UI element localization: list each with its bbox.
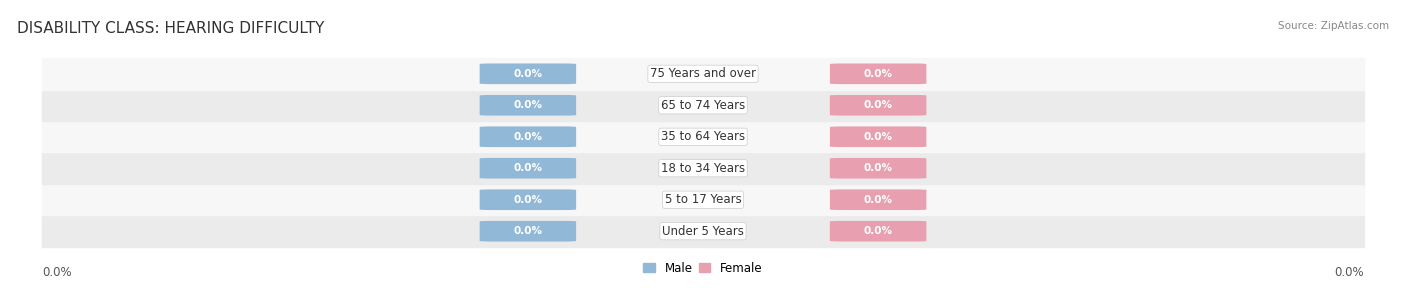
Text: 0.0%: 0.0% bbox=[1334, 266, 1364, 279]
Bar bbox=[42, 121, 1364, 152]
Text: 35 to 64 Years: 35 to 64 Years bbox=[661, 130, 745, 143]
Text: 0.0%: 0.0% bbox=[863, 226, 893, 236]
Text: 18 to 34 Years: 18 to 34 Years bbox=[661, 162, 745, 175]
FancyBboxPatch shape bbox=[479, 127, 576, 147]
Text: 0.0%: 0.0% bbox=[513, 195, 543, 205]
Bar bbox=[42, 184, 1364, 215]
Bar bbox=[42, 152, 1364, 184]
Text: DISABILITY CLASS: HEARING DIFFICULTY: DISABILITY CLASS: HEARING DIFFICULTY bbox=[17, 21, 325, 36]
Text: 0.0%: 0.0% bbox=[513, 226, 543, 236]
FancyBboxPatch shape bbox=[479, 63, 576, 84]
FancyBboxPatch shape bbox=[479, 95, 576, 116]
Text: 65 to 74 Years: 65 to 74 Years bbox=[661, 99, 745, 112]
FancyBboxPatch shape bbox=[830, 158, 927, 178]
FancyBboxPatch shape bbox=[479, 221, 576, 242]
Text: 0.0%: 0.0% bbox=[513, 69, 543, 79]
Text: 0.0%: 0.0% bbox=[513, 163, 543, 173]
Text: 75 Years and over: 75 Years and over bbox=[650, 67, 756, 80]
FancyBboxPatch shape bbox=[479, 158, 576, 178]
Text: 0.0%: 0.0% bbox=[42, 266, 72, 279]
Text: Under 5 Years: Under 5 Years bbox=[662, 225, 744, 238]
Bar bbox=[42, 90, 1364, 121]
Text: 0.0%: 0.0% bbox=[863, 132, 893, 142]
Text: 0.0%: 0.0% bbox=[863, 163, 893, 173]
FancyBboxPatch shape bbox=[479, 189, 576, 210]
Bar bbox=[42, 58, 1364, 90]
FancyBboxPatch shape bbox=[830, 221, 927, 242]
Bar bbox=[42, 215, 1364, 247]
Text: 0.0%: 0.0% bbox=[513, 132, 543, 142]
FancyBboxPatch shape bbox=[830, 63, 927, 84]
Text: 0.0%: 0.0% bbox=[863, 69, 893, 79]
FancyBboxPatch shape bbox=[830, 127, 927, 147]
FancyBboxPatch shape bbox=[830, 189, 927, 210]
FancyBboxPatch shape bbox=[830, 95, 927, 116]
Text: 0.0%: 0.0% bbox=[863, 100, 893, 110]
Text: 0.0%: 0.0% bbox=[513, 100, 543, 110]
Text: Source: ZipAtlas.com: Source: ZipAtlas.com bbox=[1278, 21, 1389, 31]
Text: 0.0%: 0.0% bbox=[863, 195, 893, 205]
Text: 5 to 17 Years: 5 to 17 Years bbox=[665, 193, 741, 206]
Legend: Male, Female: Male, Female bbox=[638, 257, 768, 279]
